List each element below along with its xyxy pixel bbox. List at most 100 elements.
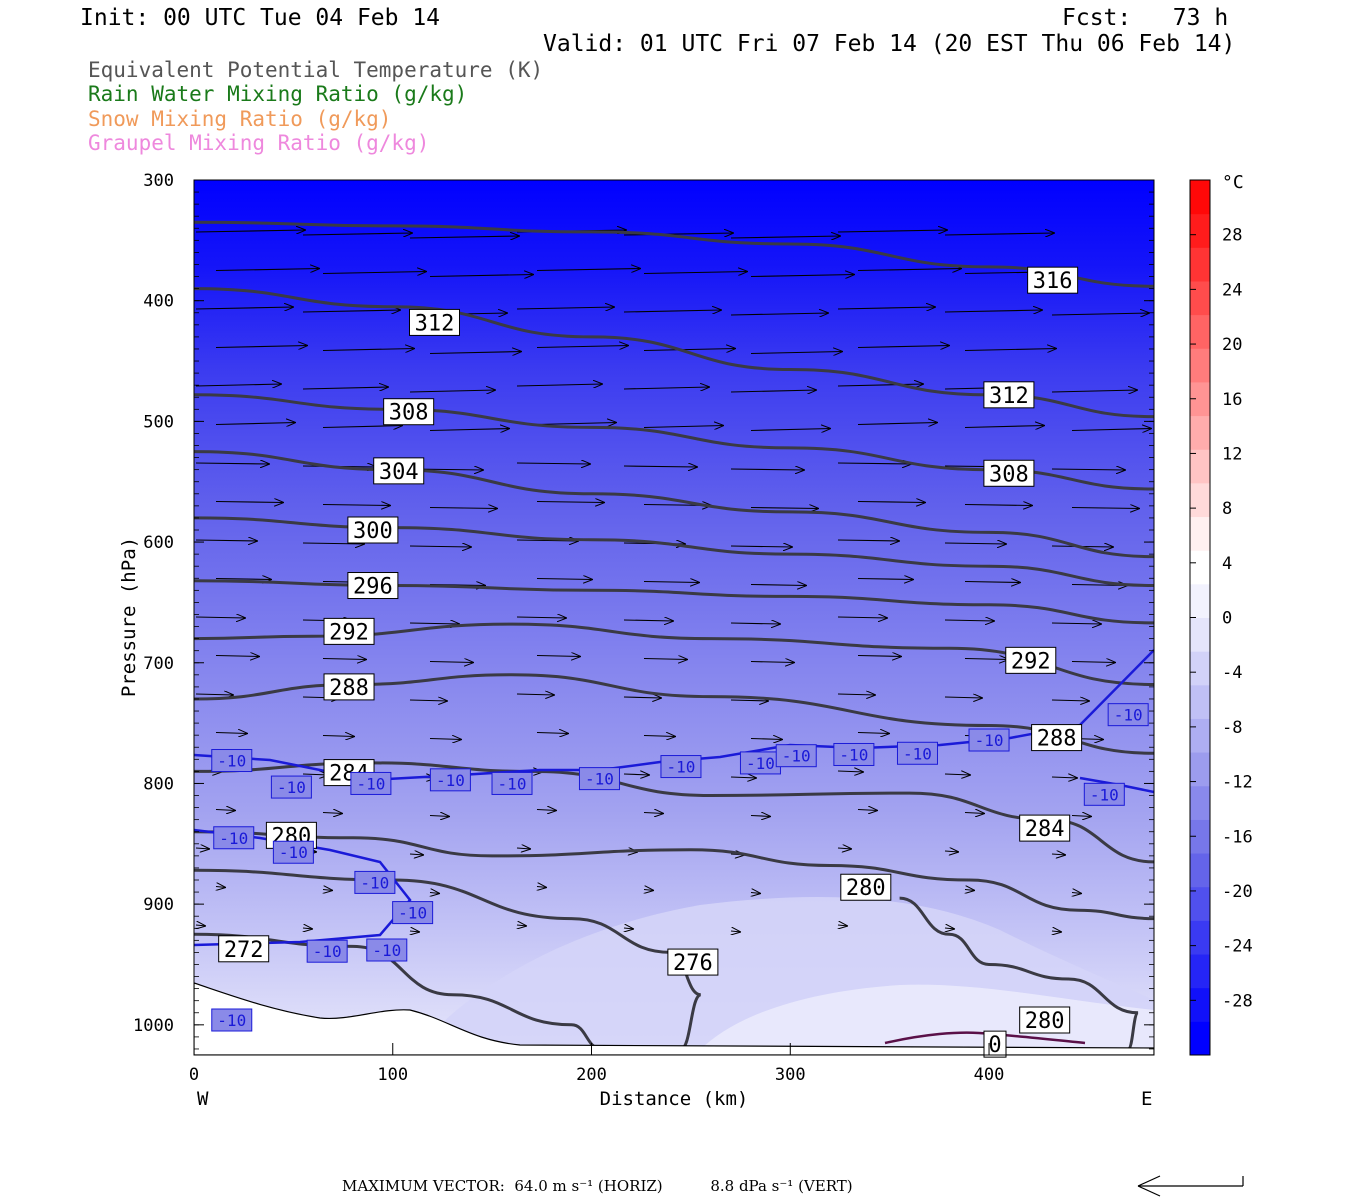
svg-text:280: 280 [1025,1009,1065,1034]
svg-text:276: 276 [673,951,713,976]
wind-vector [516,694,555,695]
isotherm-label: -10 [896,741,938,765]
wind-vector [323,890,333,891]
svg-text:300: 300 [353,519,393,544]
svg-text:-10: -10 [217,1011,246,1030]
wind-vector [322,659,367,660]
wind-vector [837,463,912,464]
legend-snow: Snow Mixing Ratio (g/kg) [88,107,392,131]
svg-text:-10: -10 [667,758,696,777]
colorbar-swatch [1190,819,1210,854]
wind-vector [410,931,420,932]
wind-vector [643,426,724,428]
svg-text:-10: -10 [356,774,385,793]
svg-text:-10: -10 [746,754,775,773]
svg-text:296: 296 [353,575,393,600]
colorbar-swatch [1190,247,1210,282]
wind-vector [643,582,700,583]
wind-vector [945,928,955,929]
wind-vector [409,623,460,624]
wind-vector [837,384,924,386]
wind-vector [195,848,210,849]
wind-vector [1051,469,1126,470]
colorbar-tick-label: -28 [1222,991,1253,1011]
y-tick-label: 300 [143,171,174,191]
wind-vector [215,269,320,271]
wind-vector [195,463,270,464]
colorbar-tick-label: -8 [1222,718,1242,738]
svg-text:-10: -10 [277,778,306,797]
wind-vector [322,813,343,814]
wind-vector [837,694,876,695]
wind-vector [643,659,688,660]
wind-vector [857,733,890,734]
isotherm-label: -10 [211,1008,253,1032]
colorbar-tick-label: 24 [1222,280,1242,300]
x-tick-label: 100 [377,1065,408,1085]
theta-e-label: 272 [218,935,270,963]
isotherm-label: -10 [968,728,1010,752]
isotherm-label: -10 [392,901,434,925]
isotherm-label: -10 [833,742,875,766]
svg-text:-10: -10 [217,752,246,771]
wind-vector [1051,854,1066,855]
svg-text:-10: -10 [903,744,932,763]
wind-vector [409,236,520,238]
wind-vector [730,623,781,624]
theta-e-label: 276 [667,948,719,976]
y-tick-label: 400 [143,292,174,312]
x-tick-label: 300 [775,1065,806,1085]
wind-vector [623,774,650,775]
y-tick-label: 900 [143,895,174,915]
wind-vector [944,774,971,775]
isotherm-label: -10 [306,939,348,963]
colorbar-swatch [1190,550,1210,585]
wind-vector [1052,931,1062,932]
theta-e-contour-292 [194,622,1154,686]
svg-text:-10: -10 [279,843,308,862]
wind-vector [195,617,246,618]
wind-vector [623,387,710,389]
wind-vector [517,925,527,926]
colorbar-swatch [1190,314,1210,349]
colorbar-tick-label: 0 [1222,609,1232,629]
wind-vector [536,423,617,425]
svg-text:-10: -10 [313,942,342,961]
svg-text:-10: -10 [398,904,427,923]
wind-vector [837,230,948,232]
wind-vector [516,307,615,309]
wind-vector [857,656,902,657]
wind-vector [944,310,1043,312]
wind-vector [730,469,805,470]
svg-text:-10: -10 [975,731,1004,750]
isotherm-label: -10 [1107,703,1149,727]
y-tick-label: 1000 [133,1016,174,1036]
wind-vector [857,269,962,271]
wind-vector [730,777,757,778]
wind-vector [944,543,1007,544]
wind-vector [195,540,258,541]
isotherm-label: -10 [775,744,817,768]
max-vector-legend: MAXIMUM VECTOR: 64.0 m s⁻¹ (HORIZ) 8.8 d… [342,1177,853,1195]
wind-vector [429,275,534,277]
svg-text:284: 284 [1025,817,1065,842]
wind-vector [837,307,936,309]
svg-text:312: 312 [989,384,1029,409]
isotherm-label: -10 [491,771,533,795]
temperature-colorbar: 28 24 20 16 12 8 4 0 -4 -8 -12 -16 -20 -24 -28 [1189,179,1253,1056]
wind-vector [536,269,641,271]
colorbar-unit: °C [1222,172,1244,193]
isotherm-label: -10 [429,768,471,792]
colorbar-swatch [1190,718,1210,753]
wind-vector [623,620,674,621]
isotherm-label: -10 [354,870,396,894]
wind-vector [750,508,819,509]
svg-text:312: 312 [415,311,455,336]
wind-vector [302,233,413,235]
wind-vector [944,620,995,621]
plot-area [194,180,1154,1055]
svg-text:-10: -10 [498,774,527,793]
wind-vector [195,307,294,309]
isotherm-label: -10 [578,767,620,791]
wind-vector [964,505,1033,506]
